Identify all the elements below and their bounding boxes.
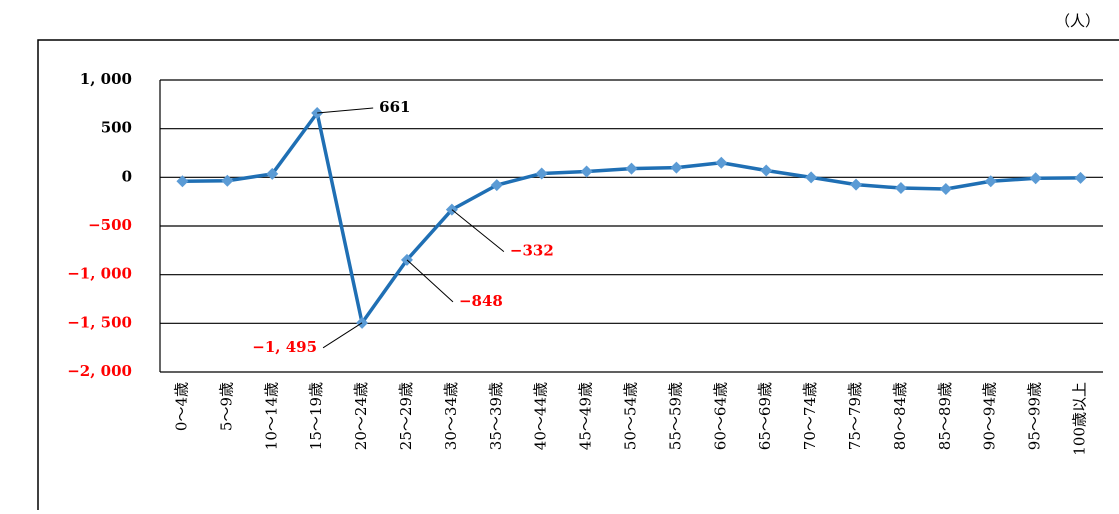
x-tick-label: 70～74歳 — [801, 382, 819, 450]
data-marker — [939, 183, 952, 196]
leader-line — [406, 259, 454, 303]
y-tick-label: 500 — [101, 119, 132, 137]
data-marker — [894, 182, 907, 195]
leader-line — [451, 209, 505, 253]
data-marker — [760, 164, 773, 177]
data-marker — [984, 175, 997, 188]
x-tick-label: 90～94歳 — [981, 382, 999, 450]
leader-line — [322, 322, 363, 349]
y-tick-label: −1, 500 — [67, 313, 132, 331]
x-tick-label: 55～59歳 — [666, 382, 684, 450]
x-tick-label: 85～89歳 — [936, 382, 954, 450]
x-tick-label: 65～69歳 — [756, 382, 774, 450]
data-line — [182, 111, 1081, 325]
data-marker — [176, 175, 189, 188]
x-tick-label: 25～29歳 — [397, 382, 415, 450]
data-marker — [535, 167, 548, 180]
unit-label: （人） — [1055, 12, 1100, 30]
x-tick-label: 5～9歳 — [217, 382, 235, 431]
data-label: −332 — [510, 242, 554, 260]
data-label: −848 — [459, 292, 503, 310]
data-marker — [625, 162, 638, 175]
y-tick-label: 0 — [122, 167, 132, 185]
x-tick-label: 95～99歳 — [1026, 382, 1044, 450]
x-tick-label: 20～24歳 — [352, 382, 370, 450]
x-tick-label: 60～64歳 — [711, 382, 729, 450]
data-marker — [266, 167, 279, 180]
x-tick-label: 100歳以上 — [1071, 382, 1089, 456]
x-tick-label: 35～39歳 — [487, 382, 505, 450]
data-marker — [490, 179, 503, 192]
data-marker — [580, 165, 593, 178]
x-tick-label: 45～49歳 — [577, 382, 595, 450]
data-marker — [805, 171, 818, 184]
x-tick-label: 80～84歳 — [891, 382, 909, 450]
x-tick-label: 50～54歳 — [622, 382, 640, 450]
chart-frame — [37, 39, 1119, 514]
y-tick-label: −500 — [88, 216, 132, 234]
x-tick-label: 0～4歳 — [172, 382, 190, 431]
x-tick-label: 10～14歳 — [262, 382, 280, 450]
data-marker — [715, 156, 728, 169]
data-marker — [1029, 172, 1042, 185]
data-marker — [221, 174, 234, 187]
y-tick-label: −1, 000 — [67, 265, 132, 283]
data-label: 661 — [379, 98, 410, 116]
x-tick-label: 75～79歳 — [846, 382, 864, 450]
data-marker — [850, 178, 863, 191]
x-tick-label: 30～34歳 — [442, 382, 460, 450]
data-marker — [1074, 171, 1087, 184]
y-tick-label: 1, 000 — [80, 70, 132, 88]
y-tick-label: −2, 000 — [67, 362, 132, 380]
data-label: −1, 495 — [252, 338, 317, 356]
x-tick-label: 15～19歳 — [307, 382, 325, 450]
data-marker — [670, 161, 683, 174]
leader-line — [317, 107, 374, 114]
x-tick-label: 40～44歳 — [532, 382, 550, 450]
